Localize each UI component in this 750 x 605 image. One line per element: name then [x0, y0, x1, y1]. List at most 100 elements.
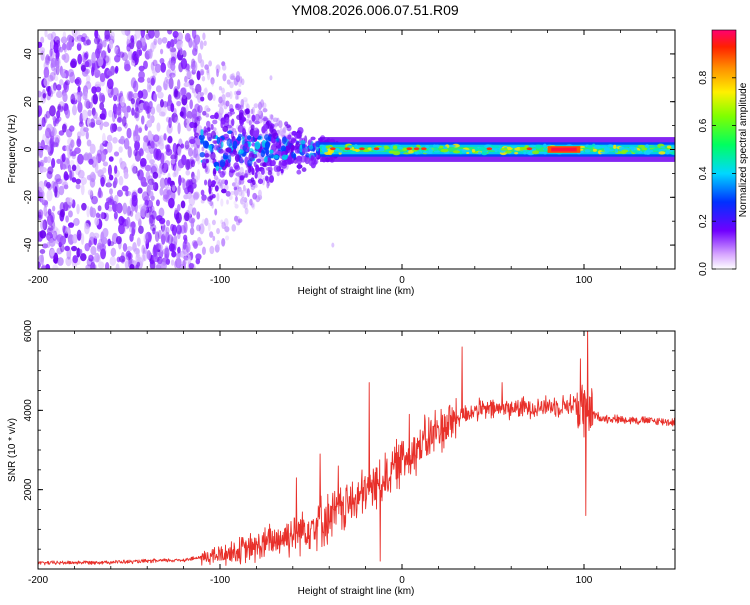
cone-blob: [254, 141, 261, 150]
transition-blob: [241, 78, 245, 86]
noise-blob: [108, 174, 114, 181]
noise-blob: [52, 205, 56, 212]
noise-blob: [44, 127, 52, 139]
noise-blob: [120, 161, 127, 170]
noise-blob: [39, 46, 46, 54]
noise-blob: [131, 107, 135, 116]
cone-blob: [257, 178, 264, 185]
cone-blob: [225, 161, 229, 167]
spectrogram-marks: [38, 30, 675, 269]
band-texture: [666, 145, 672, 149]
noise-blob: [52, 137, 58, 143]
noise-blob: [102, 132, 106, 145]
noise-blob: [47, 85, 52, 97]
cone-blob: [287, 134, 292, 140]
noise-blob: [167, 30, 173, 35]
noise-blob: [38, 105, 43, 117]
noise-blob: [45, 53, 50, 64]
cone-blob: [218, 148, 224, 154]
snr-ylabel: SNR (10 * v/v): [7, 418, 18, 482]
noise-blob: [56, 90, 63, 99]
cone-blob: [247, 159, 253, 167]
noise-blob: [71, 245, 78, 252]
noise-blob: [77, 92, 82, 104]
noise-blob: [63, 173, 70, 181]
noise-blob: [67, 69, 75, 77]
noise-blob: [148, 84, 152, 90]
cone-blob: [230, 131, 235, 140]
cone-blob: [276, 144, 282, 149]
noise-blob: [91, 86, 97, 94]
noise-blob: [54, 174, 62, 183]
noise-blob: [107, 164, 113, 177]
noise-blob: [62, 181, 69, 188]
noise-blob: [88, 254, 94, 262]
transition-blob: [235, 94, 239, 100]
noise-blob: [122, 242, 128, 252]
noise-blob: [85, 81, 92, 90]
noise-blob: [86, 205, 90, 218]
noise-blob: [65, 215, 69, 223]
cone-blob: [219, 159, 226, 168]
peak-zone-red: [551, 147, 577, 152]
noise-blob: [149, 163, 156, 175]
noise-blob: [76, 30, 81, 38]
cone-blob: [204, 179, 208, 186]
noise-blob: [126, 44, 131, 52]
noise-blob: [39, 248, 46, 255]
noise-blob: [101, 50, 107, 60]
noise-blob: [128, 49, 133, 61]
spectrogram-xtick-label: -100: [210, 275, 230, 286]
transition-blob: [237, 218, 243, 223]
noise-blob: [49, 84, 57, 95]
noise-blob: [185, 180, 192, 191]
noise-blob: [146, 249, 151, 261]
noise-blob: [72, 233, 78, 244]
cone-blob: [256, 158, 262, 163]
transition-blob: [238, 81, 242, 88]
noise-blob: [121, 185, 129, 192]
noise-blob: [88, 173, 93, 182]
transition-blob: [252, 192, 258, 200]
noise-blob: [132, 92, 140, 99]
noise-blob: [143, 101, 150, 111]
noise-blob: [61, 72, 67, 79]
band-texture: [350, 150, 357, 154]
noise-blob: [170, 243, 177, 253]
cone-blob: [281, 160, 288, 167]
band-texture: [632, 150, 640, 153]
spectrogram-ytick-label: -20: [23, 190, 34, 205]
cone-blob: [260, 168, 265, 175]
transition-blob: [233, 200, 237, 206]
noise-blob: [76, 42, 82, 51]
noise-blob: [86, 139, 92, 147]
noise-blob: [62, 163, 67, 170]
noise-blob: [154, 231, 160, 243]
noise-blob: [53, 36, 61, 45]
spectrogram-xlabel: Height of straight line (km): [298, 286, 415, 297]
noise-blob: [136, 261, 141, 268]
noise-blob: [149, 115, 155, 123]
noise-blob: [53, 42, 59, 54]
noise-blob: [143, 60, 148, 70]
cone-blob: [219, 170, 226, 178]
noise-blob: [173, 108, 177, 115]
noise-blob: [62, 92, 68, 103]
noise-blob: [157, 229, 162, 240]
cone-blob: [262, 117, 269, 122]
transition-blob: [244, 99, 248, 108]
cone-blob: [265, 147, 270, 156]
noise-blob: [182, 178, 186, 191]
band-texture: [660, 146, 665, 149]
noise-blob: [58, 185, 65, 196]
noise-blob: [116, 117, 123, 123]
transition-blob: [244, 207, 249, 215]
noise-blob: [47, 224, 54, 231]
noise-blob: [62, 225, 66, 233]
cone-blob: [212, 167, 217, 177]
noise-blob: [59, 79, 64, 86]
noise-blob: [173, 234, 178, 246]
cone-blob: [264, 175, 269, 182]
noise-blob: [121, 52, 129, 62]
cone-blob: [208, 144, 213, 151]
